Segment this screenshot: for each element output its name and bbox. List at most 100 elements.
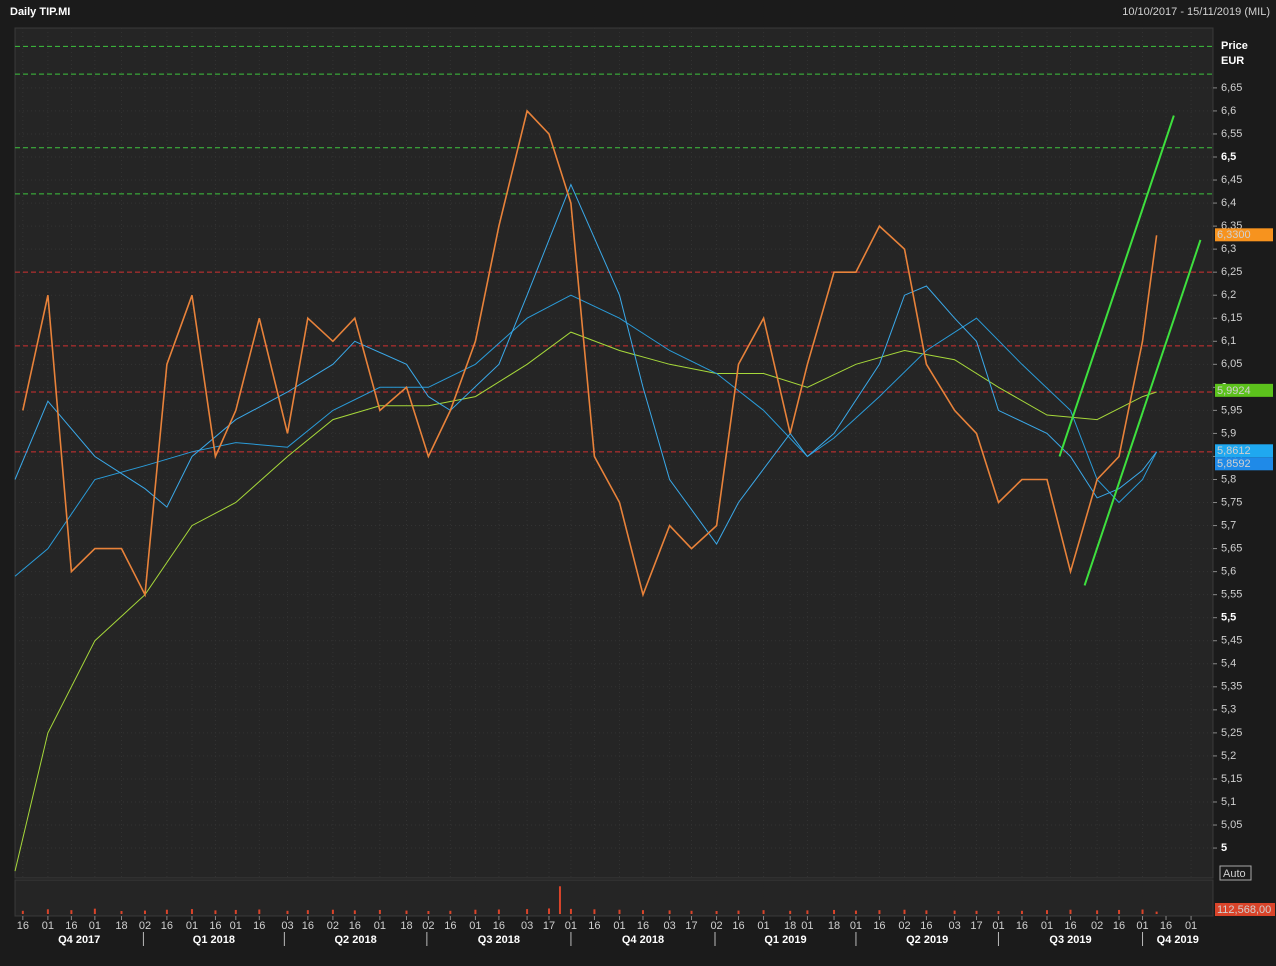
x-tick-label: 18 bbox=[828, 920, 840, 932]
y-tick-label: 5 bbox=[1221, 842, 1227, 854]
date-range: 10/10/2017 - 15/11/2019 (MIL) bbox=[1122, 6, 1270, 18]
quarter-label: Q1 2019 bbox=[764, 934, 806, 946]
y-tick-label: 6,3 bbox=[1221, 243, 1236, 255]
x-tick-label: 01 bbox=[850, 920, 862, 932]
y-tick-label: 6,2 bbox=[1221, 289, 1236, 301]
x-tick-label: 01 bbox=[992, 920, 1004, 932]
y-tick-label: 6,6 bbox=[1221, 105, 1236, 117]
volume-bar bbox=[190, 909, 193, 914]
price-tag bbox=[1215, 383, 1273, 397]
x-tick-label: 16 bbox=[349, 920, 361, 932]
y-tick-label: 6,45 bbox=[1221, 174, 1242, 186]
y-tick-label: 5,7 bbox=[1221, 519, 1236, 531]
y-tick-label: 6,5 bbox=[1221, 151, 1236, 163]
volume-bar bbox=[668, 910, 671, 914]
x-tick-label: 16 bbox=[17, 920, 29, 932]
x-tick-label: 02 bbox=[1091, 920, 1103, 932]
x-tick-label: 01 bbox=[89, 920, 101, 932]
volume-bar bbox=[331, 909, 334, 914]
volume-bar bbox=[641, 910, 644, 914]
x-tick-label: 16 bbox=[493, 920, 505, 932]
volume-bar bbox=[526, 909, 529, 914]
y-tick-label: 5,05 bbox=[1221, 819, 1242, 831]
x-tick-label: 01 bbox=[1041, 920, 1053, 932]
x-tick-label: 18 bbox=[115, 920, 127, 932]
x-tick-label: 01 bbox=[1136, 920, 1148, 932]
y-tick-label: 5,75 bbox=[1221, 496, 1242, 508]
y-axis-label: Price bbox=[1221, 40, 1248, 52]
y-axis-unit: EUR bbox=[1221, 55, 1244, 67]
volume-bar bbox=[789, 910, 792, 914]
x-tick-label: 16 bbox=[302, 920, 314, 932]
y-tick-label: 5,35 bbox=[1221, 681, 1242, 693]
x-tick-label: 01 bbox=[1185, 920, 1197, 932]
volume-bar bbox=[1096, 910, 1099, 914]
volume-label: 112,568,00 bbox=[1217, 904, 1271, 916]
plot-area bbox=[14, 27, 1214, 879]
volume-bar bbox=[70, 910, 73, 914]
volume-bar bbox=[214, 910, 217, 914]
price-tag bbox=[1215, 457, 1273, 471]
price-tag-label: 5,8612 bbox=[1217, 445, 1251, 457]
x-tick-label: 02 bbox=[898, 920, 910, 932]
quarter-label: Q2 2018 bbox=[335, 934, 377, 946]
x-tick-label: 16 bbox=[161, 920, 173, 932]
volume-bar bbox=[1141, 909, 1144, 914]
volume-area bbox=[14, 879, 1214, 917]
x-tick-label: 18 bbox=[784, 920, 796, 932]
x-tick-label: 02 bbox=[139, 920, 151, 932]
price-tag-label: 6,3300 bbox=[1217, 229, 1251, 241]
volume-tag bbox=[1215, 903, 1275, 916]
x-tick-label: 01 bbox=[757, 920, 769, 932]
x-tick-label: 03 bbox=[521, 920, 533, 932]
volume-bar bbox=[854, 910, 857, 914]
x-tick-label: 16 bbox=[1064, 920, 1076, 932]
volume-bar bbox=[1069, 909, 1072, 914]
volume-bar bbox=[1155, 911, 1158, 914]
y-tick-label: 5,5 bbox=[1221, 612, 1236, 624]
y-tick-label: 6,1 bbox=[1221, 335, 1236, 347]
volume-bar bbox=[378, 909, 381, 914]
x-tick-label: 16 bbox=[209, 920, 221, 932]
x-tick-label: 01 bbox=[469, 920, 481, 932]
volume-bar bbox=[1118, 909, 1121, 914]
volume-bar bbox=[143, 910, 146, 914]
volume-bar bbox=[21, 910, 24, 914]
x-tick-label: 01 bbox=[186, 920, 198, 932]
x-tick-label: 16 bbox=[873, 920, 885, 932]
price-tag bbox=[1215, 228, 1273, 242]
x-tick-label: 16 bbox=[1113, 920, 1125, 932]
volume-bar bbox=[925, 910, 928, 914]
y-tick-label: 6,15 bbox=[1221, 312, 1242, 324]
x-tick-label: 03 bbox=[281, 920, 293, 932]
volume-bar bbox=[997, 911, 1000, 914]
y-tick-label: 5,9 bbox=[1221, 427, 1236, 439]
scale-button[interactable] bbox=[1219, 865, 1252, 881]
volume-bar bbox=[737, 910, 740, 914]
volume-bar bbox=[497, 909, 500, 914]
x-tick-label: 01 bbox=[565, 920, 577, 932]
x-tick-label: 03 bbox=[948, 920, 960, 932]
y-tick-label: 5,55 bbox=[1221, 589, 1242, 601]
quarter-label: Q3 2018 bbox=[478, 934, 520, 946]
volume-bar bbox=[878, 910, 881, 914]
y-tick-label: 5,4 bbox=[1221, 658, 1236, 670]
scale-button-label[interactable]: Auto bbox=[1223, 868, 1246, 880]
x-tick-label: 01 bbox=[230, 920, 242, 932]
y-tick-label: 5,95 bbox=[1221, 404, 1242, 416]
volume-bar bbox=[975, 910, 978, 914]
y-tick-label: 6,05 bbox=[1221, 358, 1242, 370]
y-tick-label: 5,2 bbox=[1221, 750, 1236, 762]
quarter-label: Q4 2018 bbox=[622, 934, 664, 946]
volume-bar bbox=[234, 909, 237, 914]
x-tick-label: 02 bbox=[327, 920, 339, 932]
volume-bar bbox=[353, 910, 356, 914]
volume-bar bbox=[474, 909, 477, 914]
x-tick-label: 02 bbox=[422, 920, 434, 932]
volume-bar bbox=[593, 909, 596, 914]
volume-bar bbox=[1020, 910, 1023, 914]
x-tick-label: 17 bbox=[970, 920, 982, 932]
y-tick-label: 5,3 bbox=[1221, 704, 1236, 716]
